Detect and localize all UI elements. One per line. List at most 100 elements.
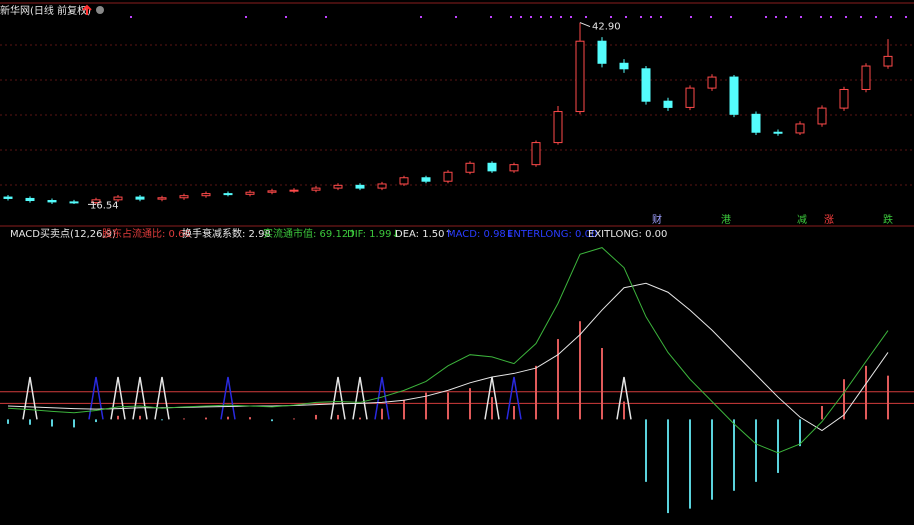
enterlong-signal — [374, 376, 390, 420]
marker-dot — [570, 16, 572, 18]
candle-body — [333, 184, 343, 189]
candle-body — [619, 62, 629, 70]
marker-dot — [860, 16, 862, 18]
macd-bar — [513, 406, 515, 420]
legend-item: EXITLONG: 0.00 — [588, 229, 667, 240]
candle-body — [223, 193, 233, 196]
marker-dot — [830, 16, 832, 18]
candle-body — [421, 177, 431, 182]
macd-bar — [535, 365, 537, 420]
candle-body — [377, 183, 387, 189]
marker-dot — [130, 16, 132, 18]
candle-body — [773, 131, 783, 134]
candle-body — [355, 184, 365, 189]
legend-item: DIF: 1.99↓ — [347, 229, 400, 240]
macd-bar — [447, 392, 449, 420]
macd-bar — [249, 417, 251, 420]
candle-body — [91, 199, 101, 204]
macd-bar — [623, 401, 625, 420]
candle-body — [663, 100, 673, 108]
candle-body — [817, 107, 827, 125]
candle-body — [47, 200, 57, 203]
indicator-title: MACD买卖点(12,26,9) — [10, 228, 116, 240]
candle-body — [113, 196, 123, 201]
macd-bar — [843, 379, 845, 420]
macd-bar — [337, 414, 339, 420]
candle-body — [883, 55, 893, 67]
exitlong-signal — [616, 376, 632, 420]
max-label: 42.90 — [592, 22, 621, 33]
marker-dot — [420, 16, 422, 18]
macd-bar — [161, 419, 163, 421]
macd-bar — [689, 419, 691, 509]
candle-body — [641, 68, 651, 102]
macd-bar — [645, 419, 647, 482]
marker-dot — [730, 16, 732, 18]
candle-body — [3, 196, 13, 199]
macd-bar — [51, 419, 53, 427]
macd-bar — [579, 321, 581, 420]
marker-dot — [530, 16, 532, 18]
candle-body — [839, 88, 849, 109]
macd-bar — [315, 414, 317, 420]
marker-dot — [820, 16, 822, 18]
min-label: 16.54 — [90, 200, 119, 211]
macd-bar — [601, 348, 603, 420]
macd-bar — [733, 419, 735, 491]
candle-body — [69, 201, 79, 204]
candle-body — [795, 123, 805, 134]
macd-bar — [183, 418, 185, 420]
marker-dot — [765, 16, 767, 18]
candle-body — [729, 76, 739, 115]
macd-bar — [7, 419, 9, 424]
event-label: 减 — [797, 214, 807, 226]
macd-bar — [29, 419, 31, 425]
event-label: 涨 — [824, 214, 834, 226]
legend-item: 换手衰减系数: 2.98 — [182, 227, 271, 240]
marker-dot — [625, 16, 627, 18]
exitlong-signal — [110, 376, 126, 420]
candle-body — [179, 195, 189, 199]
marker-dot — [660, 16, 662, 18]
marker-dot — [650, 16, 652, 18]
macd-bar — [117, 415, 119, 420]
marker-dot — [610, 16, 612, 18]
macd-bar — [227, 416, 229, 420]
macd-bar — [73, 419, 75, 428]
marker-dot — [510, 16, 512, 18]
candle-body — [707, 76, 717, 89]
candle-body — [487, 162, 497, 172]
macd-bar — [711, 419, 713, 500]
candle-body — [289, 189, 299, 192]
exitlong-signal — [154, 376, 170, 420]
marker-dot — [585, 16, 587, 18]
macd-bar — [95, 419, 97, 423]
legend-item: MACD: 0.98↓ — [447, 229, 514, 240]
legend-item: 股东占流通比: 0.66 — [102, 227, 191, 240]
macd-bar — [359, 417, 361, 420]
marker-dot — [520, 16, 522, 18]
candle-body — [751, 113, 761, 133]
macd-bar — [205, 417, 207, 420]
candle-body — [399, 177, 409, 185]
macd-bar — [777, 419, 779, 473]
marker-dot — [245, 16, 247, 18]
candle-body — [157, 197, 167, 200]
macd-bar — [491, 397, 493, 420]
macd-bar — [799, 419, 801, 447]
macd-bar — [271, 419, 273, 422]
exitlong-signal — [330, 376, 346, 420]
exitlong-signal — [352, 376, 368, 420]
candle-body — [861, 65, 871, 90]
icon-menu — [96, 6, 104, 14]
macd-bar — [821, 406, 823, 420]
macd-bar — [381, 408, 383, 420]
marker-dot — [875, 16, 877, 18]
dif-line — [7, 247, 889, 454]
candle-body — [575, 40, 585, 113]
macd-bar — [139, 415, 141, 420]
event-label: 跌 — [883, 213, 893, 226]
macd-bar — [469, 388, 471, 420]
icon-arrow — [82, 4, 92, 15]
marker-dot — [560, 16, 562, 18]
